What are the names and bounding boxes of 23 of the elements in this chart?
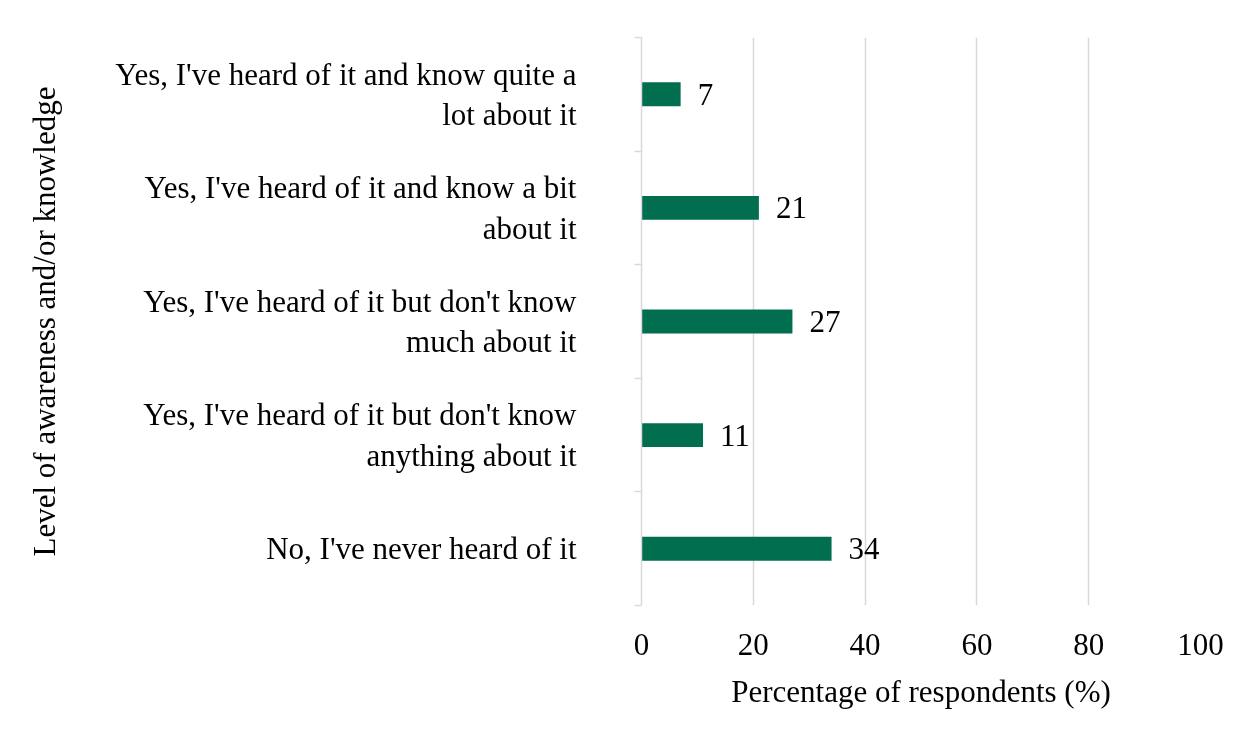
- x-tick-label: 80: [1073, 626, 1105, 662]
- data-label: 27: [809, 304, 841, 339]
- data-label: 7: [697, 76, 714, 112]
- y-tick-label: Yes, I've heard of it and know quite a lot about it: [115, 56, 577, 132]
- data-label: 21: [775, 190, 807, 226]
- bar: [641, 309, 793, 334]
- data-label: 34: [848, 531, 881, 567]
- y-axis-title: Level of awareness and/or knowledge: [27, 86, 63, 557]
- bar: [641, 536, 832, 561]
- x-tick-label: 60: [961, 626, 993, 662]
- y-tick-label: Yes, I've heard of it but don't know anything about it: [143, 397, 578, 473]
- y-tick-label: Yes, I've heard of it and know a bit about it: [144, 170, 577, 246]
- bar: [641, 82, 681, 107]
- bar: [641, 423, 703, 448]
- x-axis-title: Percentage of respondents (%): [731, 673, 1111, 709]
- y-tick-label: Yes, I've heard of it but don't know much about it: [143, 283, 578, 360]
- data-label: 11: [719, 417, 750, 453]
- x-tick-label: 40: [849, 626, 881, 662]
- bar: [641, 195, 759, 220]
- x-tick-label: 100: [1177, 626, 1224, 662]
- x-tick-label: 0: [633, 626, 650, 662]
- y-tick-label: No, I've never heard of it: [266, 531, 577, 567]
- x-tick-label: 20: [737, 626, 769, 662]
